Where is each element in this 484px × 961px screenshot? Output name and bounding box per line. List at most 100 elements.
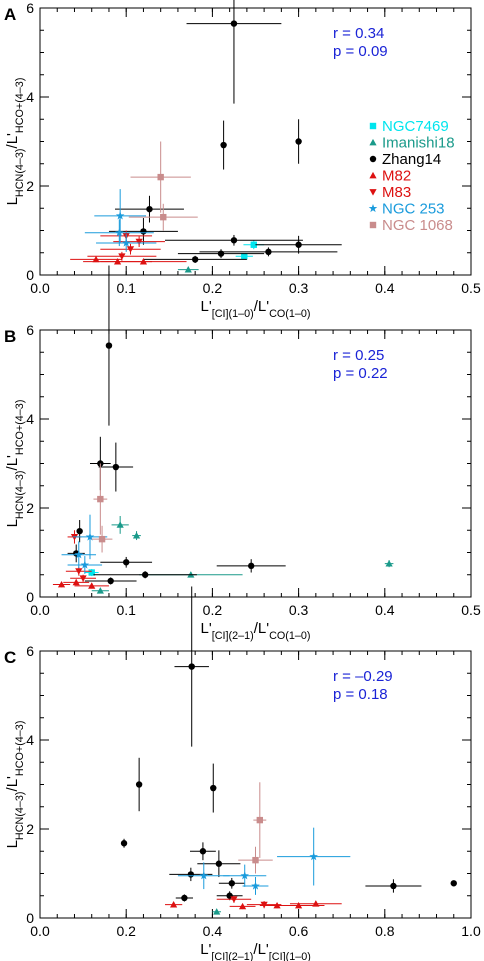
legend-marker	[369, 155, 377, 163]
point-marker	[187, 871, 195, 878]
point-marker	[160, 213, 167, 221]
y-tick-label: 4	[26, 411, 34, 427]
x-axis-label: L'[CI](2–1)/L'CO(1–0)	[200, 620, 310, 642]
x-axis-label: L'[CI](1–0)/L'CO(1–0)	[200, 298, 310, 320]
data-point	[255, 235, 342, 254]
series-zhang14	[108, 0, 342, 263]
point-marker	[74, 550, 84, 559]
stat-annotation: r = 0.34	[333, 25, 384, 42]
data-point	[100, 556, 153, 568]
data-point	[87, 251, 157, 261]
point-marker	[241, 253, 248, 260]
data-point	[111, 516, 129, 534]
y-tick-label: 0	[26, 589, 34, 605]
data-point	[210, 763, 217, 813]
x-tick-label: 0.0	[30, 602, 50, 618]
data-point	[295, 119, 302, 164]
point-marker	[88, 569, 95, 576]
point-marker	[228, 880, 235, 887]
data-point	[61, 541, 97, 569]
data-point	[253, 782, 267, 858]
data-point	[67, 556, 103, 574]
data-point	[143, 255, 247, 263]
series-m82	[70, 255, 187, 265]
point-marker	[240, 871, 249, 880]
point-marker	[170, 901, 178, 908]
point-marker	[250, 241, 257, 248]
data-point	[93, 571, 197, 579]
point-marker	[252, 856, 259, 864]
y-axis-label: LHCN(4–3)/L'HCO+(4–3)	[4, 400, 26, 528]
x-tick-label: 1.0	[461, 923, 481, 939]
point-marker	[184, 266, 192, 273]
x-tick-label: 0.1	[116, 602, 136, 618]
point-marker	[199, 871, 209, 880]
data-point	[113, 236, 165, 247]
point-marker	[247, 562, 255, 570]
point-marker	[115, 211, 125, 220]
point-marker	[188, 663, 195, 670]
legend-label: M82	[382, 168, 411, 185]
stat-annotation: r = 0.25	[333, 347, 384, 364]
x-tick-label: 0.5	[461, 602, 481, 618]
x-tick-label: 0.3	[289, 602, 309, 618]
data-point	[70, 574, 97, 582]
legend-label: NGC 253	[382, 201, 445, 218]
point-marker	[265, 248, 272, 256]
series-imanishi18	[91, 516, 394, 594]
point-marker	[181, 894, 188, 902]
point-marker	[199, 848, 207, 855]
point-marker	[98, 535, 106, 543]
point-marker	[57, 580, 66, 588]
point-marker	[215, 860, 223, 867]
y-tick-label: 2	[26, 821, 34, 837]
point-marker	[135, 781, 143, 788]
x-tick-label: 0.4	[203, 923, 223, 939]
point-marker	[92, 255, 100, 263]
legend-label: M83	[382, 184, 411, 201]
point-marker	[312, 900, 320, 907]
point-marker	[118, 253, 126, 260]
legend-marker	[369, 171, 377, 179]
point-marker	[97, 495, 104, 503]
y-tick-label: 4	[26, 732, 34, 748]
point-marker	[141, 571, 149, 578]
point-marker	[210, 784, 217, 792]
point-marker	[107, 577, 114, 585]
data-point	[174, 586, 209, 747]
y-tick-label: 2	[26, 178, 34, 194]
point-marker	[146, 205, 153, 213]
data-point	[84, 219, 154, 247]
point-marker	[123, 559, 130, 566]
data-point	[105, 265, 113, 426]
series-m82	[164, 900, 342, 910]
point-marker	[85, 532, 95, 541]
x-tick-label: 0.0	[30, 280, 50, 296]
data-point	[120, 838, 128, 848]
data-point	[164, 901, 183, 908]
data-point	[84, 577, 137, 585]
data-point	[84, 568, 99, 577]
data-point	[52, 580, 71, 588]
data-point	[177, 249, 265, 259]
legend-marker	[369, 122, 377, 130]
point-marker	[385, 560, 393, 567]
data-point	[365, 879, 422, 893]
series-ngc-1068	[128, 141, 198, 231]
x-tick-label: 0.1	[116, 280, 136, 296]
point-marker	[157, 173, 164, 181]
y-tick-label: 6	[26, 0, 34, 16]
series-m82	[52, 578, 109, 589]
point-marker	[309, 852, 318, 861]
data-point	[450, 880, 457, 887]
x-tick-label: 0.5	[461, 280, 481, 296]
legend-marker	[368, 204, 378, 213]
data-point	[242, 877, 269, 895]
data-point	[289, 900, 342, 907]
point-marker	[220, 141, 227, 149]
data-point	[91, 525, 113, 553]
point-marker	[140, 228, 147, 235]
point-marker	[112, 463, 120, 471]
x-tick-label: 0.4	[375, 602, 395, 618]
series-zhang14	[120, 586, 457, 902]
